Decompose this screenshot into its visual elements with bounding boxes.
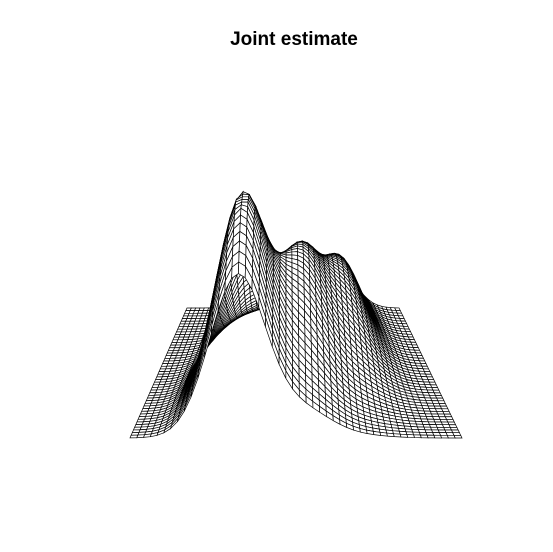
- mesh-cell: [438, 401, 445, 404]
- mesh-cell: [448, 422, 456, 425]
- mesh-cell: [443, 411, 451, 414]
- mesh-cell: [454, 435, 462, 438]
- mesh-cell: [440, 406, 447, 409]
- mesh-cell: [445, 417, 453, 420]
- mesh-cell: [242, 199, 249, 202]
- mesh-cell: [447, 419, 455, 422]
- mesh-cell: [442, 409, 450, 412]
- mesh-cell: [242, 197, 249, 200]
- surface-mesh: [130, 192, 462, 438]
- mesh-cell: [453, 433, 461, 436]
- mesh-cell: [242, 194, 249, 197]
- mesh-cell: [450, 427, 458, 430]
- mesh-cell: [452, 430, 460, 433]
- mesh-cell: [449, 425, 457, 428]
- mesh-cell: [444, 414, 452, 417]
- mesh-cell: [439, 403, 446, 406]
